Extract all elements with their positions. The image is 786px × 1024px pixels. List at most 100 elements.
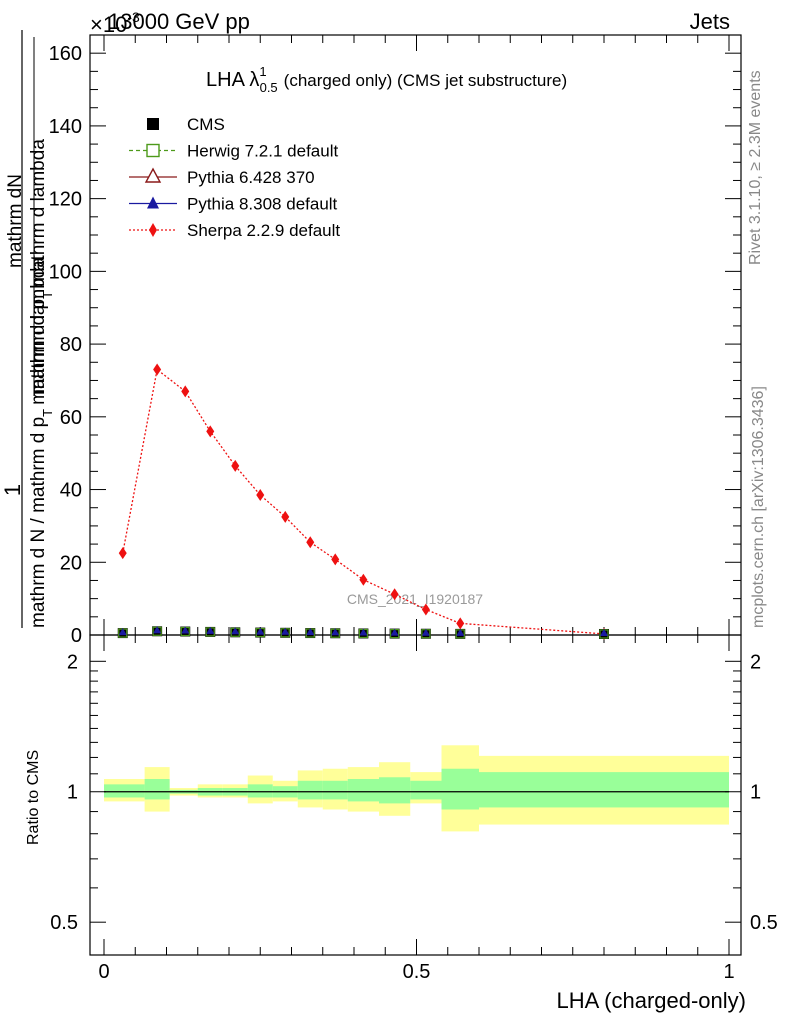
ratio-inner-band-bin bbox=[144, 779, 170, 800]
energy-label: 13000 GeV pp bbox=[108, 9, 250, 34]
y-exponent-base: ×10 bbox=[90, 12, 127, 37]
sherpa-point bbox=[231, 459, 240, 472]
pythia8-point bbox=[390, 628, 399, 636]
plot-title: LHA λ1 0.5 (charged only) (CMS jet substru… bbox=[206, 64, 567, 95]
legend-label: Herwig 7.2.1 default bbox=[187, 142, 338, 161]
y-tick-label: 140 bbox=[49, 116, 82, 138]
x-axis-label: LHA (charged-only) bbox=[556, 988, 746, 1013]
legend-marker-pythia8 bbox=[147, 196, 159, 209]
y-tick-label: 20 bbox=[60, 552, 82, 574]
sherpa-point bbox=[456, 617, 465, 630]
series bbox=[117, 363, 609, 640]
y-tick-label: 0 bbox=[71, 625, 82, 647]
y-tick-label: 160 bbox=[49, 43, 82, 65]
pythia8-point bbox=[206, 626, 215, 634]
ratio-frame bbox=[89, 634, 742, 956]
y-tick-label: 80 bbox=[60, 334, 82, 356]
pythia8-point bbox=[281, 627, 290, 635]
process-label: Jets bbox=[690, 9, 730, 34]
x-tick-label: 0.5 bbox=[403, 961, 431, 983]
ylabel-frac-right: mathrm d lambda bbox=[28, 139, 49, 287]
pythia8-point bbox=[421, 628, 430, 636]
sherpa-point bbox=[206, 425, 215, 438]
ylabel-den-main: mathrm d N / mathrm d p bbox=[28, 417, 49, 628]
analysis-watermark: CMS_2021_I1920187 bbox=[347, 591, 483, 607]
y-exponent-power: -3 bbox=[127, 9, 140, 25]
sherpa-point bbox=[181, 385, 190, 398]
ylabel-denominator: mathrm d N / mathrm d pTmathrm d lambda bbox=[28, 257, 55, 628]
x-tick-label: 0 bbox=[98, 961, 109, 983]
pythia8-point bbox=[256, 627, 265, 635]
ratio-inner-band-bin bbox=[322, 780, 348, 800]
legend-entry: CMS bbox=[147, 115, 225, 134]
ylabel-frac-left: mathrm d p bbox=[28, 299, 49, 395]
ratio-bands bbox=[104, 745, 729, 832]
ratio-y-label: Ratio to CMS bbox=[25, 750, 42, 845]
legend-entry: Herwig 7.2.1 default bbox=[129, 142, 338, 161]
y-tick-label: 100 bbox=[49, 261, 82, 283]
y-tick-label: 40 bbox=[60, 480, 82, 502]
legend-label: CMS bbox=[187, 115, 225, 134]
ratio-inner-band-bin bbox=[410, 780, 442, 800]
legend-label: Sherpa 2.2.9 default bbox=[187, 221, 340, 240]
ratio-inner-band-bin bbox=[441, 768, 479, 810]
legend-marker-pythia6 bbox=[144, 167, 162, 183]
pythia8-point bbox=[456, 628, 465, 636]
ratio-y-tick-label-right: 1 bbox=[750, 782, 761, 804]
legend: CMS Herwig 7.2.1 default Pythia 6.428 370 P… bbox=[129, 115, 340, 240]
sherpa-point bbox=[331, 553, 340, 566]
ylabel-den-rest: mathrm d lambda bbox=[28, 257, 49, 405]
y-axis-label: 1 mathrm dN mathrm d pTmathrm d lambda m… bbox=[0, 37, 55, 628]
legend-marker-cms bbox=[147, 118, 159, 130]
title-superscript: 1 bbox=[259, 64, 266, 79]
rivet-label: Rivet 3.1.10, ≥ 2.3M events bbox=[747, 70, 764, 265]
x-tick-label: 1 bbox=[723, 961, 734, 983]
sherpa-point bbox=[118, 547, 127, 560]
sherpa-point bbox=[153, 363, 162, 376]
ylabel-frac-top: mathrm dN bbox=[5, 174, 26, 268]
legend-entry: Pythia 8.308 default bbox=[129, 195, 338, 214]
legend-marker-sherpa bbox=[149, 223, 157, 237]
ratio-inner-band-bin bbox=[247, 784, 273, 798]
ylabel-numerator: 1 bbox=[0, 484, 25, 496]
title-subscript: 0.5 bbox=[260, 80, 278, 95]
mcplots-label: mcplots.cern.ch [arXiv:1306.3436] bbox=[750, 386, 767, 628]
ratio-inner-band-bin bbox=[104, 784, 145, 798]
ylabel-frac-sub: T bbox=[40, 291, 55, 299]
sherpa-point bbox=[421, 603, 430, 616]
sherpa-line bbox=[122, 368, 605, 635]
ylabel-den-sub: T bbox=[40, 409, 55, 417]
ratio-inner-band-bin bbox=[379, 777, 411, 804]
pythia8-point bbox=[231, 627, 240, 635]
ratio-inner-band-bin bbox=[297, 780, 323, 800]
legend-label: Pythia 6.428 370 bbox=[187, 168, 315, 187]
sherpa-point bbox=[281, 510, 290, 523]
ratio-y-tick-label: 1 bbox=[67, 782, 78, 804]
ratio-y-tick-label-right: 0.5 bbox=[750, 912, 778, 934]
sherpa-point bbox=[390, 588, 399, 601]
ylabel-frac-bottom: mathrm d pTmathrm d lambda bbox=[28, 139, 55, 395]
legend-entry: Sherpa 2.2.9 default bbox=[129, 221, 340, 240]
pythia8-point bbox=[600, 628, 608, 636]
pythia8-point bbox=[181, 626, 190, 634]
y-tick-label: 60 bbox=[60, 407, 82, 429]
pythia8-point bbox=[118, 628, 127, 636]
sherpa-point bbox=[306, 536, 315, 549]
sherpa-point bbox=[359, 573, 368, 586]
ratio-y-tick-label: 2 bbox=[67, 651, 78, 673]
y-tick-label: 120 bbox=[49, 189, 82, 211]
sherpa-point bbox=[256, 489, 265, 501]
ratio-inner-band-bin bbox=[347, 779, 379, 802]
ratio-inner-band-bin bbox=[479, 772, 729, 808]
y-exponent: ×10-3 bbox=[90, 9, 140, 37]
ratio-y-tick-label: 0.5 bbox=[50, 912, 78, 934]
pythia8-point bbox=[359, 628, 368, 636]
title-rest: (charged only) (CMS jet substructure) bbox=[284, 71, 567, 90]
pythia8-point bbox=[153, 626, 162, 634]
pythia8-point bbox=[306, 628, 315, 636]
ratio-y-tick-label-right: 2 bbox=[750, 651, 761, 673]
pythia8-point bbox=[331, 628, 340, 636]
legend-entry: Pythia 6.428 370 bbox=[129, 167, 315, 187]
